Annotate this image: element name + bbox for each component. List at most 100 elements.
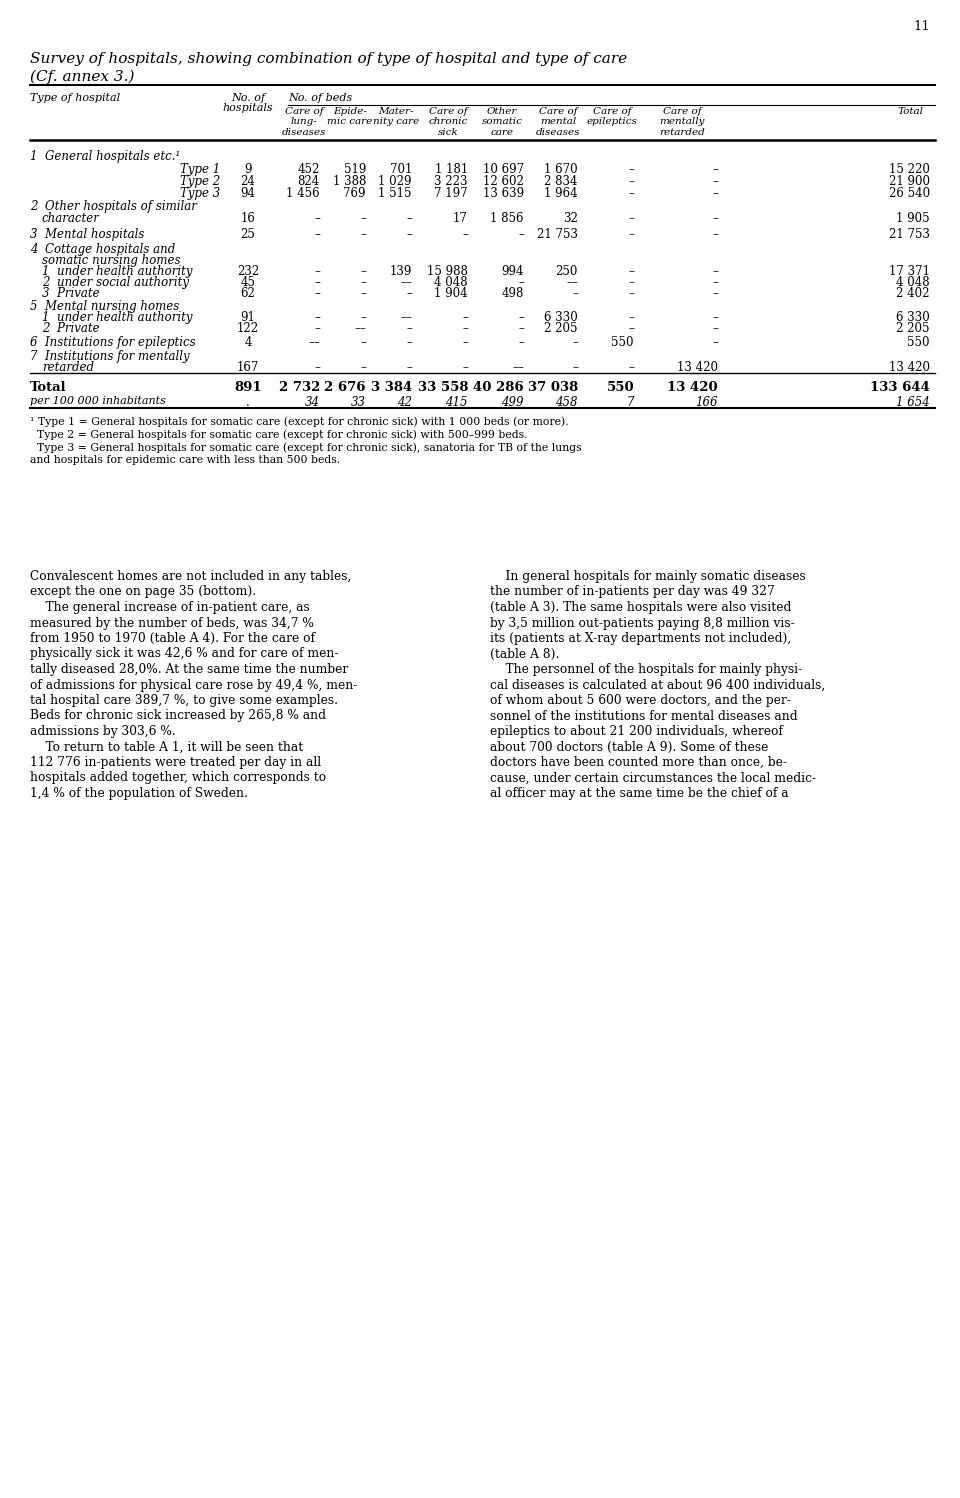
Text: 2  Private: 2 Private [42, 322, 100, 336]
Text: by 3,5 million out-patients paying 8,8 million vis-: by 3,5 million out-patients paying 8,8 m… [490, 617, 795, 629]
Text: 7: 7 [627, 395, 634, 409]
Text: ––: –– [400, 312, 412, 324]
Text: –: – [360, 336, 366, 349]
Text: –: – [314, 228, 320, 241]
Text: 13 420: 13 420 [677, 361, 718, 374]
Text: 10 697: 10 697 [483, 163, 524, 175]
Text: –: – [518, 322, 524, 336]
Text: 452: 452 [298, 163, 320, 175]
Text: 499: 499 [501, 395, 524, 409]
Text: –: – [462, 312, 468, 324]
Text: (Cf. annex 3.): (Cf. annex 3.) [30, 70, 134, 84]
Text: 2  under social authority: 2 under social authority [42, 276, 189, 289]
Text: 550: 550 [612, 336, 634, 349]
Text: –: – [628, 163, 634, 175]
Text: 2 402: 2 402 [897, 288, 930, 300]
Text: Survey of hospitals, showing combination of type of hospital and type of care: Survey of hospitals, showing combination… [30, 52, 627, 66]
Text: 7  Institutions for mentally: 7 Institutions for mentally [30, 351, 190, 363]
Text: 24: 24 [241, 175, 255, 189]
Text: –: – [572, 361, 578, 374]
Text: Epide-
mic care: Epide- mic care [327, 106, 372, 126]
Text: Total: Total [30, 380, 66, 394]
Text: the number of in-patients per day was 49 327: the number of in-patients per day was 49… [490, 586, 775, 599]
Text: 16: 16 [241, 213, 255, 225]
Text: Beds for chronic sick increased by 265,8 % and: Beds for chronic sick increased by 265,8… [30, 710, 326, 722]
Text: –: – [406, 361, 412, 374]
Text: 3 384: 3 384 [371, 380, 412, 394]
Text: –: – [462, 322, 468, 336]
Text: –: – [712, 276, 718, 289]
Text: 3 223: 3 223 [435, 175, 468, 189]
Text: 17 371: 17 371 [889, 265, 930, 279]
Text: –: – [712, 288, 718, 300]
Text: –: – [360, 312, 366, 324]
Text: Convalescent homes are not included in any tables,: Convalescent homes are not included in a… [30, 571, 351, 583]
Text: 2  Other hospitals of similar: 2 Other hospitals of similar [30, 201, 197, 213]
Text: –: – [360, 265, 366, 279]
Text: (table A 3). The same hospitals were also visited: (table A 3). The same hospitals were als… [490, 601, 791, 614]
Text: 13 420: 13 420 [667, 380, 718, 394]
Text: –: – [712, 228, 718, 241]
Text: from 1950 to 1970 (table A 4). For the care of: from 1950 to 1970 (table A 4). For the c… [30, 632, 315, 646]
Text: –: – [518, 228, 524, 241]
Text: –: – [628, 288, 634, 300]
Text: –: – [712, 213, 718, 225]
Text: 12 602: 12 602 [483, 175, 524, 189]
Text: 1 904: 1 904 [434, 288, 468, 300]
Text: 13 420: 13 420 [889, 361, 930, 374]
Text: 458: 458 [556, 395, 578, 409]
Text: epileptics to about 21 200 individuals, whereof: epileptics to about 21 200 individuals, … [490, 725, 782, 739]
Text: 21 900: 21 900 [889, 175, 930, 189]
Text: –: – [628, 187, 634, 201]
Text: of admissions for physical care rose by 49,4 %, men-: of admissions for physical care rose by … [30, 679, 357, 692]
Text: ¹ Type 1 = General hospitals for somatic care (except for chronic sick) with 1 0: ¹ Type 1 = General hospitals for somatic… [30, 416, 568, 427]
Text: 1 456: 1 456 [286, 187, 320, 201]
Text: 1 670: 1 670 [544, 163, 578, 175]
Text: 11: 11 [913, 19, 930, 33]
Text: 701: 701 [390, 163, 412, 175]
Text: its (patients at X-ray departments not included),: its (patients at X-ray departments not i… [490, 632, 791, 646]
Text: 94: 94 [241, 187, 255, 201]
Text: 498: 498 [502, 288, 524, 300]
Text: –: – [360, 228, 366, 241]
Text: 33: 33 [351, 395, 366, 409]
Text: 32: 32 [564, 213, 578, 225]
Text: sonnel of the institutions for mental diseases and: sonnel of the institutions for mental di… [490, 710, 798, 722]
Text: somatic nursing homes: somatic nursing homes [42, 255, 180, 267]
Text: 891: 891 [234, 380, 262, 394]
Text: The personnel of the hospitals for mainly physi-: The personnel of the hospitals for mainl… [490, 664, 803, 676]
Text: 1,4 % of the population of Sweden.: 1,4 % of the population of Sweden. [30, 786, 248, 800]
Text: 167: 167 [237, 361, 259, 374]
Text: –: – [628, 265, 634, 279]
Text: –: – [712, 312, 718, 324]
Text: 2 732: 2 732 [278, 380, 320, 394]
Text: –: – [406, 213, 412, 225]
Text: tal hospital care 389,7 %, to give some examples.: tal hospital care 389,7 %, to give some … [30, 694, 338, 707]
Text: 1 856: 1 856 [491, 213, 524, 225]
Text: 1 654: 1 654 [897, 395, 930, 409]
Text: –: – [712, 336, 718, 349]
Text: –: – [518, 312, 524, 324]
Text: cause, under certain circumstances the local medic-: cause, under certain circumstances the l… [490, 771, 816, 785]
Text: character: character [42, 213, 100, 225]
Text: Care of
mentally
retarded: Care of mentally retarded [660, 106, 705, 136]
Text: 2 834: 2 834 [544, 175, 578, 189]
Text: 42: 42 [397, 395, 412, 409]
Text: 415: 415 [445, 395, 468, 409]
Text: measured by the number of beds, was 34,7 %: measured by the number of beds, was 34,7… [30, 617, 314, 629]
Text: 15 988: 15 988 [427, 265, 468, 279]
Text: about 700 doctors (table A 9). Some of these: about 700 doctors (table A 9). Some of t… [490, 740, 768, 753]
Text: –: – [572, 288, 578, 300]
Text: –: – [360, 276, 366, 289]
Text: –: – [628, 312, 634, 324]
Text: and hospitals for epidemic care with less than 500 beds.: and hospitals for epidemic care with les… [30, 455, 340, 464]
Text: –: – [314, 361, 320, 374]
Text: 2 676: 2 676 [324, 380, 366, 394]
Text: No. of beds: No. of beds [288, 93, 352, 103]
Text: 4 048: 4 048 [897, 276, 930, 289]
Text: 4  Cottage hospitals and: 4 Cottage hospitals and [30, 243, 176, 256]
Text: 1 181: 1 181 [435, 163, 468, 175]
Text: Total: Total [897, 106, 923, 115]
Text: 13 639: 13 639 [483, 187, 524, 201]
Text: 7 197: 7 197 [434, 187, 468, 201]
